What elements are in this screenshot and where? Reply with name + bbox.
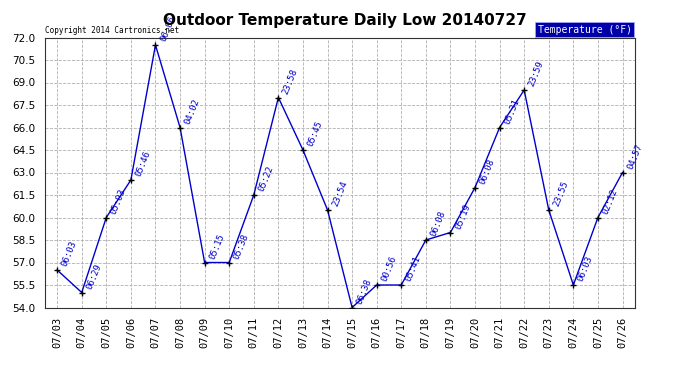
Text: 06:08: 06:08 bbox=[478, 157, 496, 185]
Text: 06:03: 06:03 bbox=[60, 240, 79, 268]
Text: 05:31: 05:31 bbox=[502, 97, 521, 125]
Text: 05:41: 05:41 bbox=[404, 255, 423, 283]
Text: 23:59: 23:59 bbox=[527, 60, 546, 88]
Text: 23:58: 23:58 bbox=[282, 67, 299, 95]
Text: 05:46: 05:46 bbox=[134, 150, 152, 178]
Text: 04:02: 04:02 bbox=[183, 97, 201, 125]
Text: 06:08: 06:08 bbox=[428, 210, 447, 238]
Text: Copyright 2014 Cartronics.net: Copyright 2014 Cartronics.net bbox=[45, 26, 179, 35]
Text: 05:19: 05:19 bbox=[453, 202, 472, 230]
Text: 05:38: 05:38 bbox=[232, 232, 250, 260]
Text: 05:45: 05:45 bbox=[306, 120, 324, 148]
Text: 05:15: 05:15 bbox=[208, 232, 226, 260]
Text: Outdoor Temperature Daily Low 20140727: Outdoor Temperature Daily Low 20140727 bbox=[163, 13, 527, 28]
Text: 05:22: 05:22 bbox=[257, 165, 275, 193]
Text: 06:03: 06:03 bbox=[576, 255, 595, 283]
Text: Temperature (°F): Temperature (°F) bbox=[538, 25, 632, 35]
Text: 06:29: 06:29 bbox=[85, 262, 103, 290]
Text: 04:57: 04:57 bbox=[625, 142, 644, 170]
Text: 05:03: 05:03 bbox=[109, 187, 128, 215]
Text: 06:06: 06:06 bbox=[159, 15, 177, 43]
Text: 23:55: 23:55 bbox=[552, 180, 570, 208]
Text: 06:38: 06:38 bbox=[355, 277, 373, 305]
Text: 02:12: 02:12 bbox=[601, 187, 620, 215]
Text: 00:56: 00:56 bbox=[380, 255, 398, 283]
Text: 23:54: 23:54 bbox=[331, 180, 349, 208]
